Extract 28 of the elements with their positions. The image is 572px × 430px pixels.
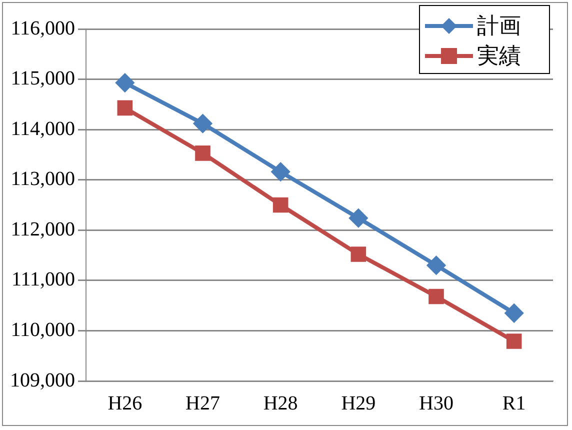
x-tick-label: H28 (263, 392, 298, 414)
y-tick-label: 109,000 (10, 369, 75, 392)
point (195, 146, 210, 161)
point (506, 334, 522, 349)
legend-label: 実績 (477, 42, 521, 68)
point (350, 246, 366, 262)
point (272, 197, 288, 213)
legend-label: 計画 (477, 12, 521, 38)
point (117, 100, 133, 116)
point (272, 162, 290, 181)
point (349, 209, 368, 228)
y-tick-label: 116,000 (10, 17, 75, 40)
point (505, 304, 524, 322)
point (194, 114, 212, 133)
y-tick-label: 115,000 (10, 68, 75, 90)
y-tick-label: 114,000 (10, 118, 75, 140)
y-tick-label: 112,000 (10, 218, 75, 240)
x-tick-label: H29 (341, 392, 376, 414)
x-tick-label: R1 (502, 392, 526, 414)
y-tick-label: 113,000 (10, 168, 75, 190)
x-tick-label: H27 (186, 392, 220, 414)
y-tick-label: 110,000 (10, 318, 75, 341)
point (116, 74, 134, 92)
point (428, 288, 444, 304)
x-tick-label: H30 (419, 392, 454, 414)
point (427, 256, 446, 274)
x-tick-label: H26 (108, 392, 142, 414)
y-tick-label: 111,000 (11, 268, 75, 291)
